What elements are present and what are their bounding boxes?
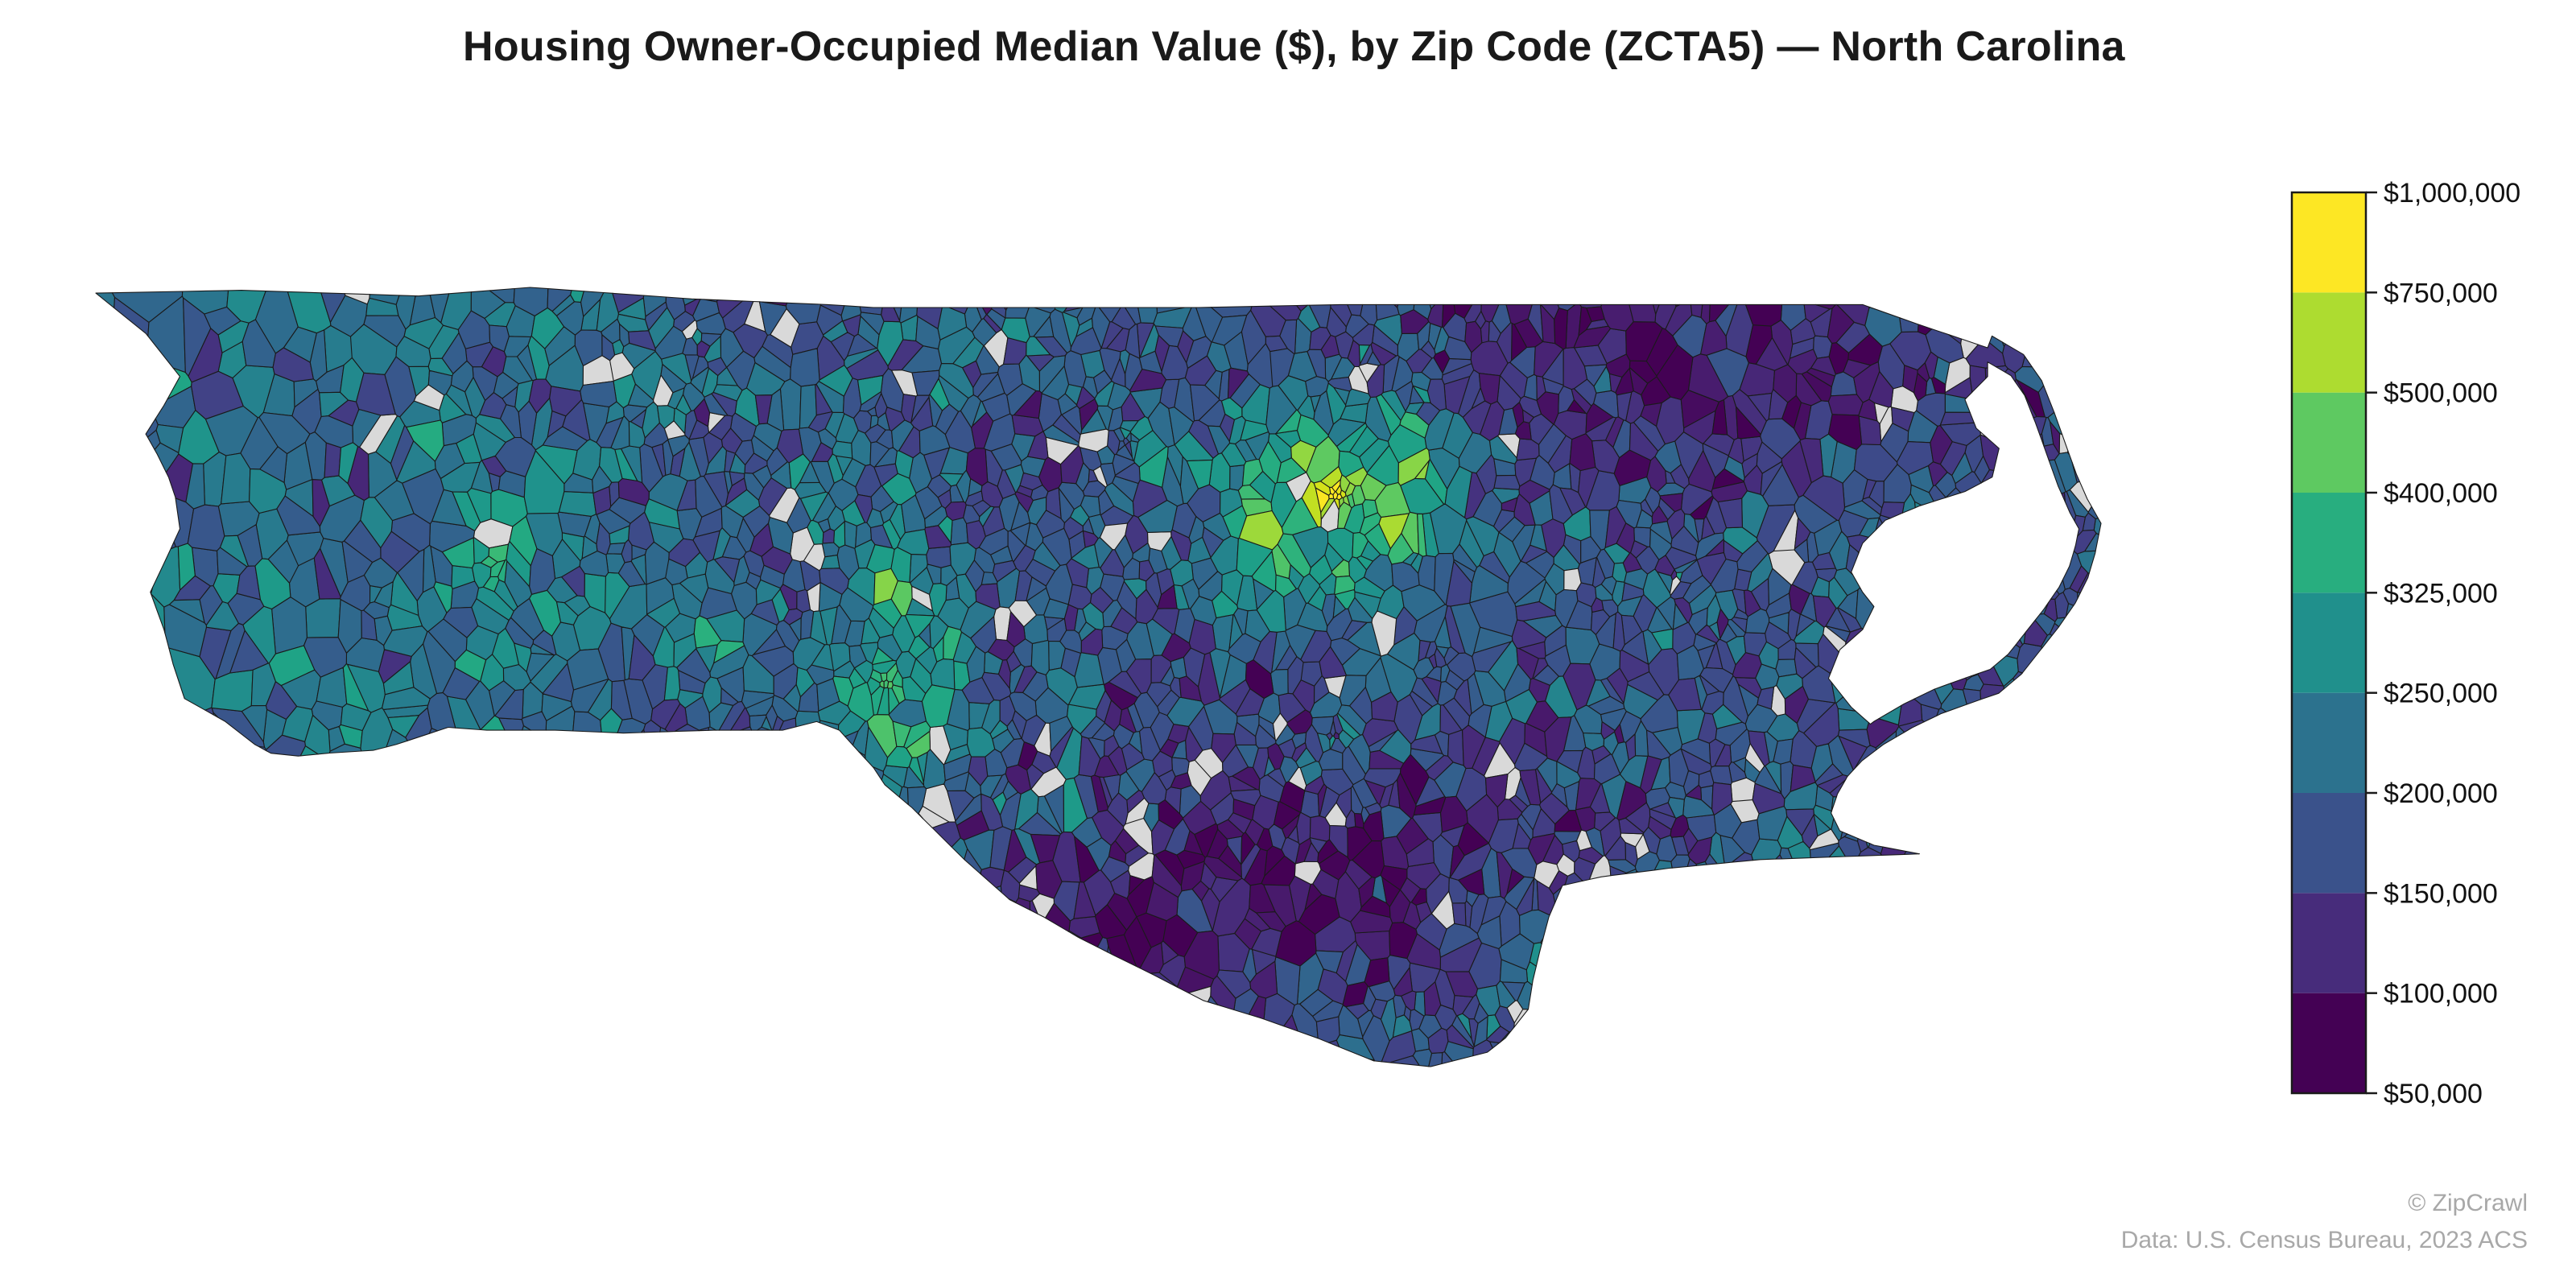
- svg-text:$250,000: $250,000: [2384, 679, 2498, 709]
- svg-text:$50,000: $50,000: [2384, 1079, 2483, 1109]
- svg-text:$500,000: $500,000: [2384, 378, 2498, 409]
- svg-text:$400,000: $400,000: [2384, 478, 2498, 509]
- svg-text:$1,000,000: $1,000,000: [2384, 178, 2520, 208]
- svg-text:$100,000: $100,000: [2384, 979, 2498, 1009]
- svg-text:$750,000: $750,000: [2384, 278, 2498, 308]
- svg-text:$150,000: $150,000: [2384, 878, 2498, 909]
- svg-text:$200,000: $200,000: [2384, 778, 2498, 809]
- svg-text:$325,000: $325,000: [2384, 578, 2498, 609]
